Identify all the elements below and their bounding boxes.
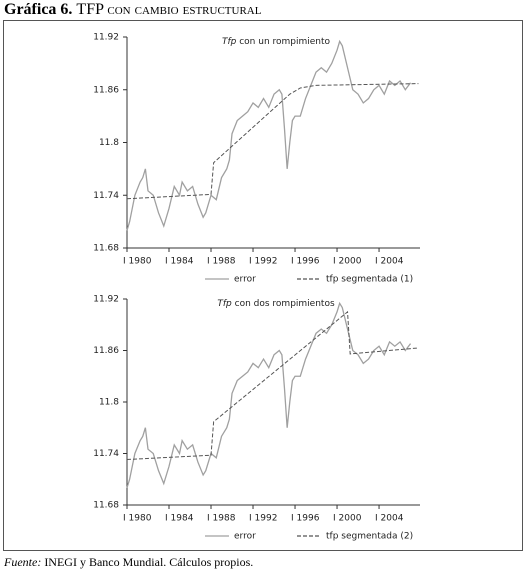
y-tick-label: 11.92 <box>93 295 119 305</box>
title-text: con un rompimiento <box>239 37 330 47</box>
y-tick-label: 11.68 <box>93 501 119 511</box>
source: Fuente: INEGI y Banco Mundial. Cálculos … <box>4 555 253 570</box>
y-tick-label: 11.8 <box>99 398 119 408</box>
x-tick-label: I 1980 <box>123 514 152 524</box>
legend-label: error <box>234 532 256 542</box>
x-tick-label: I 1984 <box>165 514 194 524</box>
chart-title: Tfp con un rompimiento <box>222 37 331 47</box>
title-prefix: Tfp <box>217 299 232 309</box>
x-tick-label: I 1996 <box>291 514 320 524</box>
figure-title: Gráfica 6. TFP con cambio estructural <box>4 1 261 19</box>
frame <box>3 20 523 551</box>
x-tick-label: I 1988 <box>207 514 236 524</box>
series-line <box>126 310 419 461</box>
figure-caption: TFP con cambio estructural <box>76 1 262 18</box>
x-tick-label: I 1992 <box>249 514 277 524</box>
x-tick-label: I 1984 <box>165 257 194 267</box>
x-tick-label: I 2000 <box>333 514 362 524</box>
x-tick-label: I 1996 <box>291 257 320 267</box>
series-line <box>126 83 419 200</box>
x-tick-label: I 1980 <box>123 257 152 267</box>
x-tick-label: I 2004 <box>375 257 404 267</box>
series-line <box>126 301 412 489</box>
title-text: con dos rompimientos <box>235 299 335 309</box>
y-tick-label: 11.68 <box>93 244 119 254</box>
legend-label: tfp segmentada (2) <box>326 532 413 542</box>
title-prefix: Tfp <box>222 37 237 47</box>
y-tick-label: 11.92 <box>93 33 119 43</box>
chart-title: Tfp con dos rompimientos <box>217 299 335 309</box>
series-line <box>126 39 412 231</box>
legend-label: error <box>234 275 256 285</box>
legend-label: tfp segmentada (1) <box>326 275 413 285</box>
source-label: Fuente: <box>4 555 42 569</box>
y-tick-label: 11.74 <box>93 191 119 201</box>
x-tick-label: I 1992 <box>249 257 277 267</box>
source-text: INEGI y Banco Mundial. Cálculos propios. <box>44 555 254 569</box>
y-tick-label: 11.74 <box>93 449 119 459</box>
x-tick-label: I 2004 <box>375 514 404 524</box>
y-tick-label: 11.86 <box>93 346 119 356</box>
x-tick-label: I 2000 <box>333 257 362 267</box>
x-tick-label: I 1988 <box>207 257 236 267</box>
y-tick-label: 11.86 <box>93 85 119 95</box>
figure-number: Gráfica 6. <box>4 1 73 18</box>
y-tick-label: 11.8 <box>99 138 119 148</box>
